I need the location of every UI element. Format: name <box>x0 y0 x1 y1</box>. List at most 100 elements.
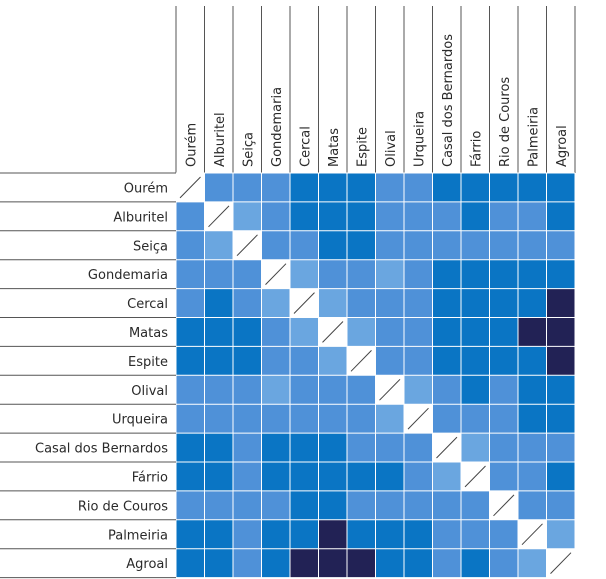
matrix-cell <box>461 173 490 202</box>
matrix-cell <box>176 346 205 376</box>
column-label: Urqueira <box>412 111 427 167</box>
matrix-cell <box>546 317 575 347</box>
matrix-cell <box>204 173 233 202</box>
matrix-cell <box>404 462 433 491</box>
row-label: Espite <box>128 355 168 370</box>
matrix-cell <box>489 519 518 549</box>
matrix-cell <box>546 375 575 405</box>
matrix-cell <box>432 173 461 202</box>
matrix-cell <box>518 404 547 434</box>
diagonal-slash <box>436 436 458 459</box>
row-label: Ourém <box>124 181 168 196</box>
matrix-cell <box>290 433 319 462</box>
matrix-cell <box>489 317 518 347</box>
matrix-cell <box>176 519 205 549</box>
matrix-cell <box>347 173 376 202</box>
matrix-cell <box>375 462 404 491</box>
column-label: Olival <box>384 130 399 167</box>
matrix-cell <box>233 462 262 491</box>
column-label: Alburitel <box>213 112 228 167</box>
column-label: Seiça <box>241 132 256 167</box>
matrix-cell <box>204 433 233 462</box>
matrix-cell <box>233 404 262 434</box>
matrix-cell <box>489 201 518 231</box>
matrix-cell <box>176 404 205 434</box>
matrix-cell <box>404 288 433 318</box>
matrix-cell <box>518 548 547 578</box>
matrix-cell <box>375 230 404 260</box>
row-label: Palmeiria <box>108 528 168 543</box>
matrix-cell <box>546 433 575 462</box>
column-label: Ourém <box>184 123 199 167</box>
matrix-cell <box>461 288 490 318</box>
matrix-cell <box>233 173 262 202</box>
matrix-cell <box>290 346 319 376</box>
matrix-cell <box>489 404 518 434</box>
matrix-cell <box>347 201 376 231</box>
matrix-cell <box>375 490 404 520</box>
matrix-cell <box>318 433 347 462</box>
matrix-cell <box>489 259 518 289</box>
matrix-cell <box>204 288 233 318</box>
matrix-cell <box>546 404 575 434</box>
matrix-cell <box>518 462 547 491</box>
matrix-cell <box>375 519 404 549</box>
diagonal-slash <box>407 407 429 430</box>
matrix-cell <box>261 201 290 231</box>
matrix-cell <box>489 230 518 260</box>
matrix-cell <box>176 288 205 318</box>
matrix-cell <box>546 230 575 260</box>
matrix-cell <box>290 201 319 231</box>
matrix-cell <box>546 346 575 376</box>
matrix-cell <box>176 259 205 289</box>
row-label: Agroal <box>126 557 168 572</box>
matrix-cell <box>404 230 433 260</box>
row-label: Seiça <box>133 239 168 254</box>
diagonal-slash <box>521 523 543 546</box>
matrix-cell <box>461 230 490 260</box>
matrix-cell <box>176 375 205 405</box>
matrix-cell <box>233 201 262 231</box>
matrix-cell <box>261 404 290 434</box>
matrix-cell <box>233 548 262 578</box>
matrix-cell <box>489 288 518 318</box>
matrix-cell <box>204 490 233 520</box>
matrix-cell <box>518 317 547 347</box>
column-label: Fárrio <box>469 131 484 167</box>
matrix-cell <box>461 404 490 434</box>
matrix-cell <box>261 462 290 491</box>
row-label: Cercal <box>127 297 168 312</box>
matrix-cell <box>461 259 490 289</box>
matrix-cell <box>546 201 575 231</box>
matrix-cell <box>546 490 575 520</box>
diagonal-slash <box>550 552 572 574</box>
matrix-cell <box>432 375 461 405</box>
matrix-cell <box>404 519 433 549</box>
diagonal-slash <box>350 350 372 372</box>
matrix-cell <box>518 288 547 318</box>
matrix-cell <box>489 346 518 376</box>
row-label: Casal dos Bernardos <box>35 442 168 457</box>
matrix-cell <box>404 490 433 520</box>
matrix-cell <box>375 201 404 231</box>
matrix-cell <box>176 548 205 578</box>
matrix-cell <box>204 404 233 434</box>
matrix-cell <box>204 375 233 405</box>
matrix-cell <box>261 433 290 462</box>
column-label: Palmeiria <box>526 107 541 167</box>
matrix-cell <box>347 404 376 434</box>
column-label: Gondemaria <box>270 87 285 167</box>
matrix-cell <box>404 317 433 347</box>
matrix-cell <box>204 317 233 347</box>
matrix-cell <box>318 259 347 289</box>
matrix-cell <box>432 230 461 260</box>
matrix-cell <box>546 259 575 289</box>
matrix-cell <box>489 548 518 578</box>
matrix-cell <box>233 259 262 289</box>
matrix-cell <box>432 404 461 434</box>
diagonal-slash <box>179 176 201 199</box>
row-label: Rio de Couros <box>78 499 168 514</box>
column-label: Espite <box>355 127 370 167</box>
matrix-cell <box>461 548 490 578</box>
